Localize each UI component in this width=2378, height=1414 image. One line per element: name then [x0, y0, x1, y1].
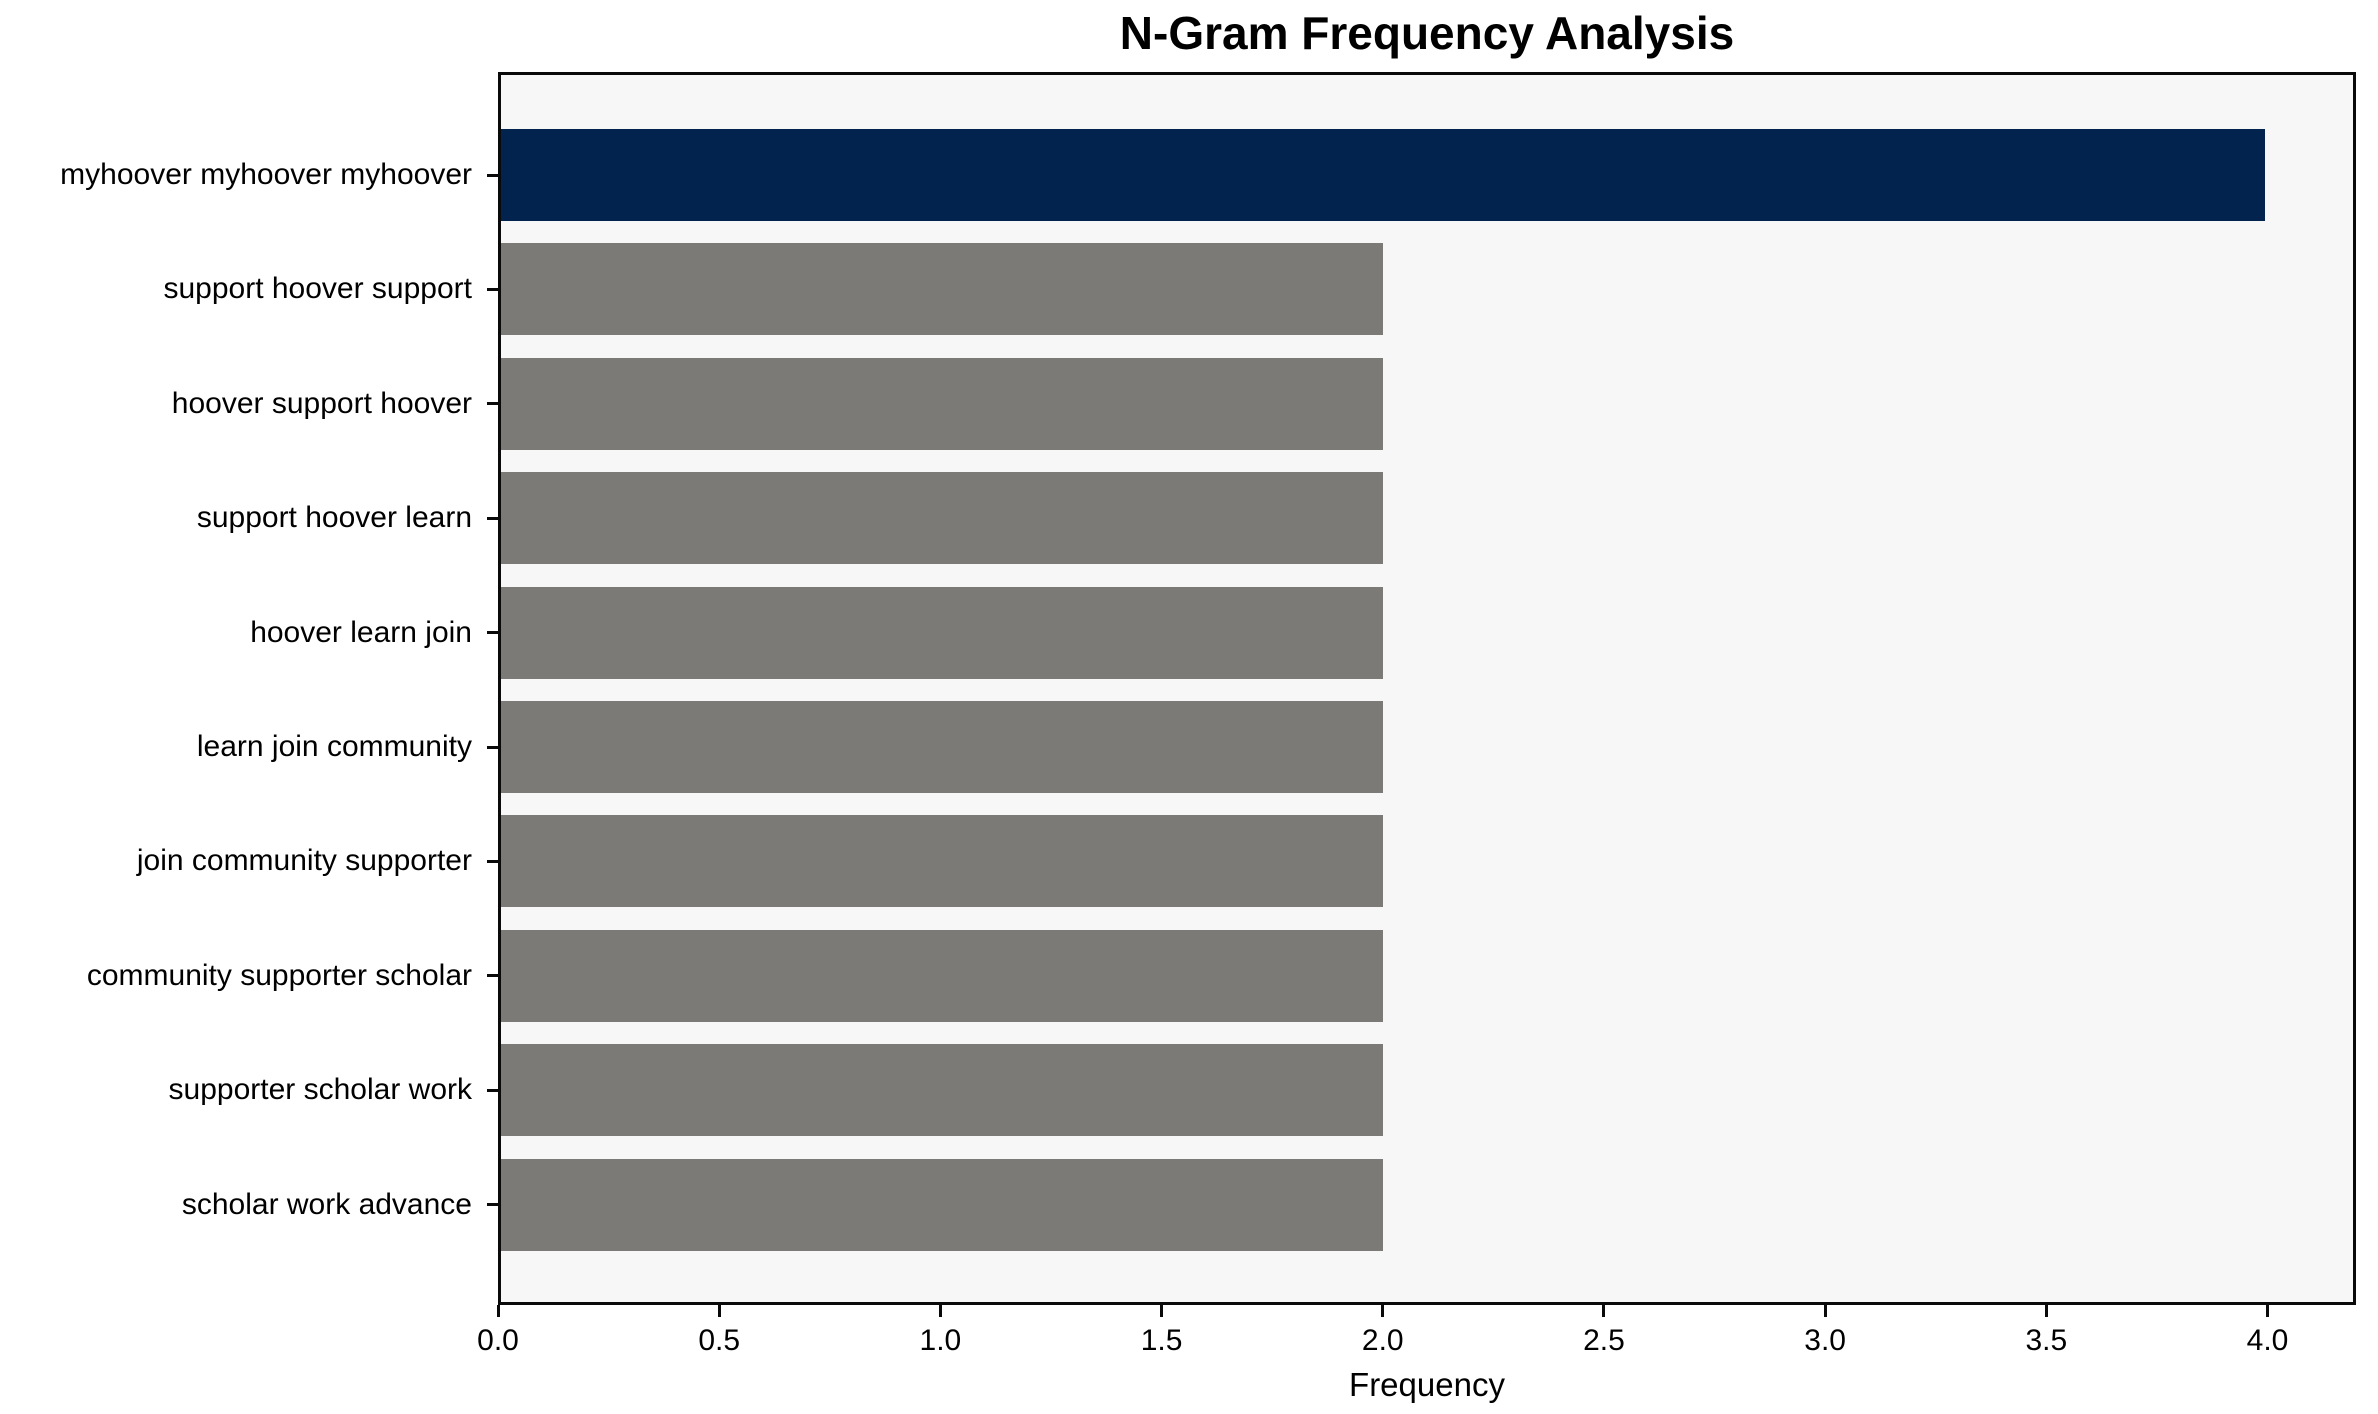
x-axis-label: Frequency [1349, 1366, 1505, 1403]
y-tick-mark-2 [487, 402, 498, 406]
x-tick-mark-6 [1823, 1305, 1827, 1317]
bars-container [501, 75, 2353, 1302]
y-tick-label-4: hoover learn join [250, 615, 472, 649]
x-tick-mark-1 [717, 1305, 721, 1317]
y-tick-mark-3 [487, 516, 498, 520]
y-tick-mark-9 [487, 1203, 498, 1207]
plot-area [498, 72, 2356, 1305]
y-tick-mark-7 [487, 974, 498, 978]
x-tick-label-4: 2.0 [1361, 1324, 1404, 1357]
bar-0 [501, 129, 2265, 221]
y-tick-mark-6 [487, 859, 498, 863]
bar-5 [501, 701, 1383, 793]
x-tick-label-0: 0.0 [477, 1324, 519, 1357]
x-tick-mark-3 [1160, 1305, 1164, 1317]
bar-4 [501, 586, 1383, 679]
x-tick-label-5: 2.5 [1583, 1324, 1625, 1357]
y-tick-mark-1 [487, 287, 498, 291]
y-tick-label-2: hoover support hoover [171, 386, 472, 420]
x-tick-label-8: 4.0 [2246, 1324, 2289, 1357]
x-tick-label-1: 0.5 [698, 1324, 741, 1357]
y-tick-mark-0 [487, 173, 498, 177]
bar-3 [501, 472, 1383, 565]
y-tick-label-1: support hoover support [163, 272, 472, 306]
x-tick-mark-4 [1381, 1305, 1385, 1317]
x-tick-mark-0 [496, 1305, 500, 1317]
y-tick-label-6: join community supporter [136, 844, 472, 878]
bar-6 [501, 815, 1383, 908]
y-tick-mark-8 [487, 1088, 498, 1092]
bar-7 [501, 929, 1383, 1022]
bar-2 [501, 357, 1383, 450]
bar-9 [501, 1158, 1383, 1251]
x-tick-label-6: 3.0 [1804, 1324, 1846, 1357]
bar-8 [501, 1044, 1383, 1137]
y-tick-label-5: learn join community [196, 730, 472, 763]
y-tick-label-9: scholar work advance [181, 1187, 472, 1221]
x-tick-mark-8 [2266, 1305, 2270, 1317]
x-tick-label-7: 3.5 [2025, 1324, 2068, 1357]
x-tick-label-2: 1.0 [919, 1324, 962, 1357]
y-tick-label-0: myhoover myhoover myhoover [60, 158, 472, 191]
y-tick-mark-5 [487, 745, 498, 749]
y-tick-label-7: community supporter scholar [86, 958, 472, 992]
x-tick-mark-7 [2044, 1305, 2048, 1317]
x-tick-mark-2 [938, 1305, 942, 1317]
x-tick-label-3: 1.5 [1140, 1324, 1183, 1357]
bar-1 [501, 243, 1383, 336]
x-tick-mark-5 [1602, 1305, 1606, 1317]
y-tick-label-3: support hoover learn [196, 501, 472, 535]
chart-title: N-Gram Frequency Analysis [1119, 7, 1735, 59]
y-tick-label-8: supporter scholar work [168, 1073, 472, 1107]
y-tick-mark-4 [487, 631, 498, 635]
